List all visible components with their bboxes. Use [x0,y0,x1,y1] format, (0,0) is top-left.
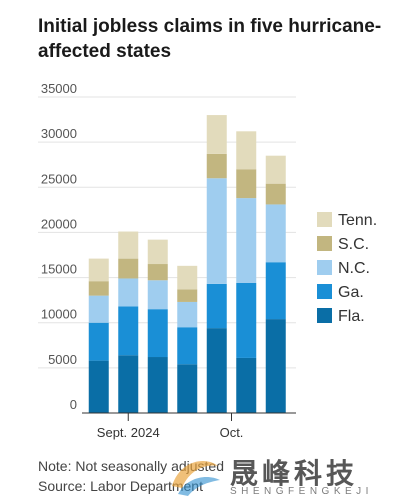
legend-label: Ga. [338,284,364,301]
y-tick-label: 25000 [41,171,77,186]
bar-segment-ga [147,309,168,358]
y-tick-label: 20000 [41,216,77,231]
bar-segment-sc. [265,183,286,205]
bar-segment-ga [265,262,286,320]
bar-segment-nc. [147,280,168,310]
x-tick-label: Oct. [220,425,244,440]
watermark: 晟峰科技 SHENGFENGKEJI [168,450,408,504]
bar-segment-fla [265,319,286,413]
bar-segment-sc. [118,258,139,279]
legend-swatch [317,236,332,251]
legend-swatch [317,284,332,299]
bar-segment-tenn [236,131,257,170]
y-tick-label: 15000 [41,262,77,277]
y-tick-label: 10000 [41,307,77,322]
legend-label: S.C. [338,236,369,253]
legend-swatch [317,212,332,227]
y-tick-label: 0 [70,397,77,412]
bar-segment-nc. [206,178,227,284]
bar-segment-sc. [88,281,109,296]
legend-label: Fla. [338,308,365,325]
footnotes: Note: Not seasonally adjusted Source: La… [38,456,224,496]
x-tick-label: Sept. 2024 [97,425,160,440]
bar-segment-fla [206,328,227,413]
legend-label: Tenn. [338,212,377,229]
bar-segment-sc. [206,153,227,179]
legend-swatch [317,308,332,323]
note-text: Note: Not seasonally adjusted [38,458,224,474]
bar-segment-ga [88,322,109,361]
bar-segment-tenn [118,231,139,259]
y-tick-label: 35000 [41,81,77,96]
bar-segment-nc. [236,198,257,283]
y-tick-label: 30000 [41,126,77,141]
bar-segment-nc. [88,295,109,323]
bar-segment-tenn [177,265,198,290]
bar-segment-sc. [147,264,168,281]
watermark-cn: 晟峰科技 [230,457,359,490]
bar-segment-fla [177,364,198,413]
bar-segment-tenn [88,258,109,282]
bars [82,115,296,414]
bar-segment-nc. [265,204,286,263]
bar-segment-ga [177,327,198,365]
legend-label: N.C. [338,260,370,277]
watermark-logo-icon [172,460,220,496]
bar-segment-ga [206,283,227,329]
bar-segment-fla [88,360,109,413]
bar-segment-tenn [265,155,286,184]
bar-segment-nc. [177,301,198,328]
bar-segment-nc. [118,278,139,307]
bar-segment-fla [147,357,168,413]
x-axis-ticks: Sept. 2024 Oct. [97,413,244,440]
bar-segment-tenn [147,239,168,265]
bar-segment-ga [118,306,139,356]
bar-segment-sc. [236,169,257,199]
bar-segment-ga [236,282,257,358]
bar-segment-fla [236,357,257,413]
y-axis-ticks: 0 5000 10000 15000 20000 25000 30000 35000 [41,81,77,412]
y-tick-label: 5000 [48,352,77,367]
bar-segment-fla [118,355,139,413]
bar-segment-sc. [177,289,198,302]
bar-segment-tenn [206,115,227,154]
source-text: Source: Labor Department [38,478,203,494]
legend: Tenn. S.C. N.C. Ga. Fla. [317,212,377,325]
chart-title: Initial jobless claims in five hurricane… [38,16,382,62]
legend-swatch [317,260,332,275]
watermark-en: SHENGFENGKEJI [230,486,373,497]
